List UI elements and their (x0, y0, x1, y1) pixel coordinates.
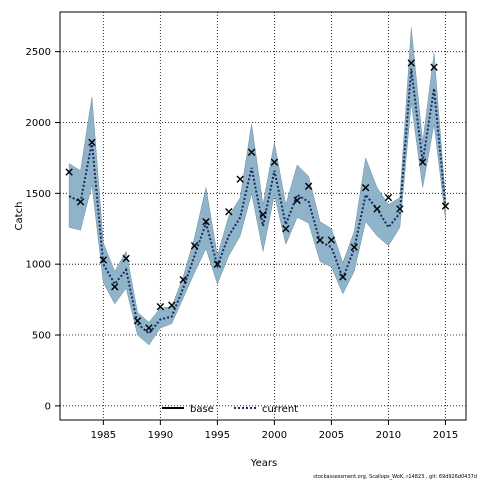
observed-point-2001 (282, 225, 290, 233)
observed-point-2013 (418, 158, 427, 166)
legend-current-label: current (262, 404, 298, 415)
legend: base current (162, 404, 298, 415)
observed-point-1994 (202, 217, 210, 226)
observed-point-1998 (247, 148, 256, 156)
observed-point-2008 (361, 183, 370, 192)
observed-point-1983 (76, 198, 85, 206)
observed-point-2010 (384, 193, 393, 202)
observed-point-1982 (65, 168, 73, 176)
y-axis-ticks: 0 500 1000 1500 2000 2500 (26, 47, 60, 412)
x-tick-label-1990: 1990 (148, 430, 173, 441)
y-tick-label-2500: 2500 (26, 47, 51, 58)
x-tick-label-1995: 1995 (205, 430, 230, 441)
x-tick-label-1985: 1985 (91, 430, 116, 441)
observed-point-2011 (396, 205, 404, 213)
observed-point-1991 (168, 301, 176, 309)
observed-point-1995 (213, 260, 222, 268)
observed-points (65, 59, 450, 332)
footer-note: stockassessment.org, Scallops_WoK, r1482… (313, 474, 477, 480)
y-tick-label-1500: 1500 (26, 189, 51, 200)
observed-point-1992 (179, 276, 187, 284)
confidence-band (68, 27, 446, 346)
legend-base-label: base (190, 404, 214, 415)
series-current-line (68, 68, 447, 336)
observed-point-2012 (407, 59, 415, 67)
y-axis-title: Catch (14, 202, 25, 231)
y-tick-label-0: 0 (45, 401, 51, 412)
x-tick-label-2015: 2015 (433, 430, 458, 441)
observed-point-2015 (441, 202, 450, 210)
observed-point-1989 (145, 324, 153, 332)
observed-point-2007 (350, 243, 358, 251)
observed-point-1987 (122, 254, 130, 263)
observed-point-2009 (373, 205, 381, 213)
observed-point-2006 (339, 273, 347, 281)
observed-point-1988 (133, 317, 142, 325)
observed-point-2005 (327, 236, 336, 244)
observed-point-1986 (111, 283, 119, 291)
observed-point-2003 (304, 182, 313, 190)
observed-point-1990 (156, 302, 165, 311)
x-tick-label-2010: 2010 (376, 430, 401, 441)
observed-point-1985 (99, 256, 108, 264)
x-axis-title: Years (250, 458, 277, 469)
observed-point-1993 (190, 242, 199, 250)
observed-point-2002 (293, 196, 301, 205)
x-tick-label-2005: 2005 (319, 430, 344, 441)
observed-point-1996 (225, 208, 233, 216)
x-tick-label-2000: 2000 (262, 430, 287, 441)
y-tick-label-1000: 1000 (26, 260, 51, 271)
observed-point-1984 (88, 138, 96, 147)
observed-point-2000 (270, 158, 279, 166)
observed-point-2014 (430, 63, 438, 71)
plot-frame (59, 11, 467, 421)
x-axis-ticks: 1985 1990 1995 2000 2005 2010 2015 (91, 420, 458, 441)
observed-point-1997 (236, 175, 244, 183)
y-tick-label-500: 500 (32, 331, 51, 342)
observed-point-1999 (259, 210, 267, 219)
y-tick-label-2000: 2000 (26, 118, 51, 129)
observed-point-2004 (316, 236, 324, 244)
